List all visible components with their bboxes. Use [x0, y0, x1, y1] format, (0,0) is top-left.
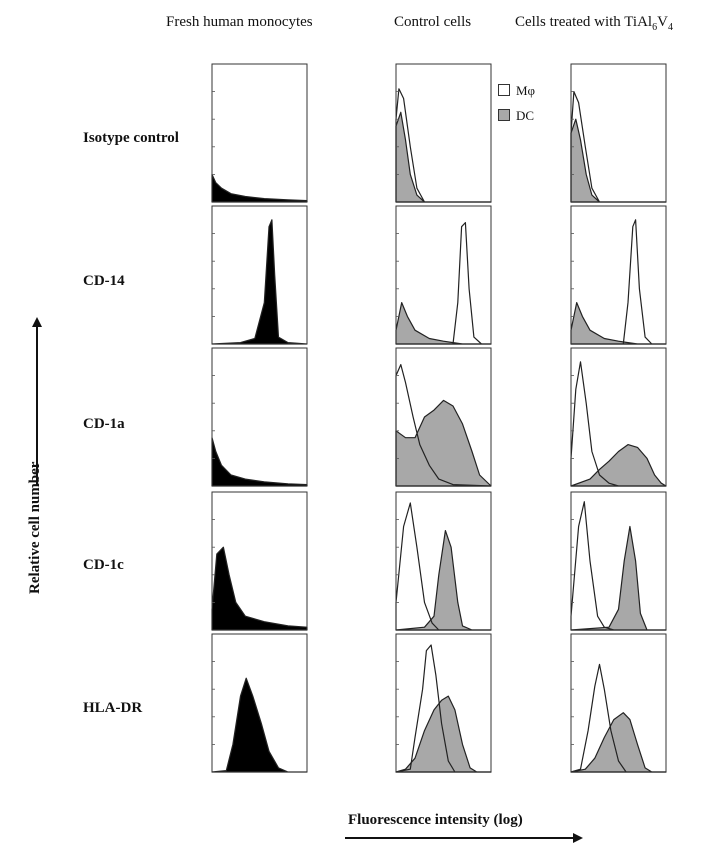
panel-treated-cd14 [570, 205, 667, 345]
subscript-6: 6 [652, 22, 658, 33]
row-label-isotype-control: Isotype control [83, 130, 179, 146]
histogram-monocytes-cd1c [211, 546, 308, 631]
histogram-control-dc-cd14 [395, 302, 492, 345]
panel-control-cd14 [395, 205, 492, 345]
histogram-treated-macrophage-isotype-control [570, 91, 667, 203]
panel-monocytes-hla-dr [211, 633, 308, 773]
panel-treated-cd1a [570, 347, 667, 487]
panel-control-isotype-control [395, 63, 492, 203]
column-title-fresh-monocytes: Fresh human monocytes [166, 14, 313, 30]
subscript-4: 4 [667, 22, 673, 33]
histogram-monocytes-cd14 [211, 219, 308, 345]
legend-entry-dc: DC [498, 108, 534, 124]
panel-monocytes-cd1c [211, 491, 308, 631]
row-label-cd1c: CD-1c [83, 557, 124, 573]
row-label-cd1a: CD-1a [83, 416, 125, 432]
panel-treated-hla-dr [570, 633, 667, 773]
panel-control-cd1a [395, 347, 492, 487]
row-label-cd14: CD-14 [83, 273, 125, 289]
histogram-control-macrophage-cd1a [395, 364, 492, 487]
legend-swatch-dc [498, 109, 510, 121]
x-axis-label: Fluorescence intensity (log) [348, 812, 523, 828]
histogram-monocytes-hla-dr [211, 677, 308, 773]
panel-control-hla-dr [395, 633, 492, 773]
panel-control-cd1c [395, 491, 492, 631]
panel-treated-isotype-control [570, 63, 667, 203]
histogram-monocytes-cd1a [211, 437, 308, 487]
panel-monocytes-cd1a [211, 347, 308, 487]
column-title-treated-cells: Cells treated with TiAl6V4 [515, 14, 673, 33]
legend-entry-macrophage: Mφ [498, 83, 535, 99]
panel-monocytes-isotype-control [211, 63, 308, 203]
histogram-control-macrophage-isotype-control [395, 88, 492, 203]
title-element-v: V [657, 14, 668, 30]
panel-monocytes-cd14 [211, 205, 308, 345]
histogram-monocytes-isotype-control [211, 173, 308, 203]
column-title-control-cells: Control cells [394, 14, 472, 30]
row-label-hla-dr: HLA-DR [83, 700, 143, 716]
legend-swatch-macrophage [498, 84, 510, 96]
histogram-control-dc-cd1a [395, 399, 492, 487]
panel-treated-cd1c [570, 491, 667, 631]
histogram-treated-dc-cd14 [570, 302, 667, 345]
